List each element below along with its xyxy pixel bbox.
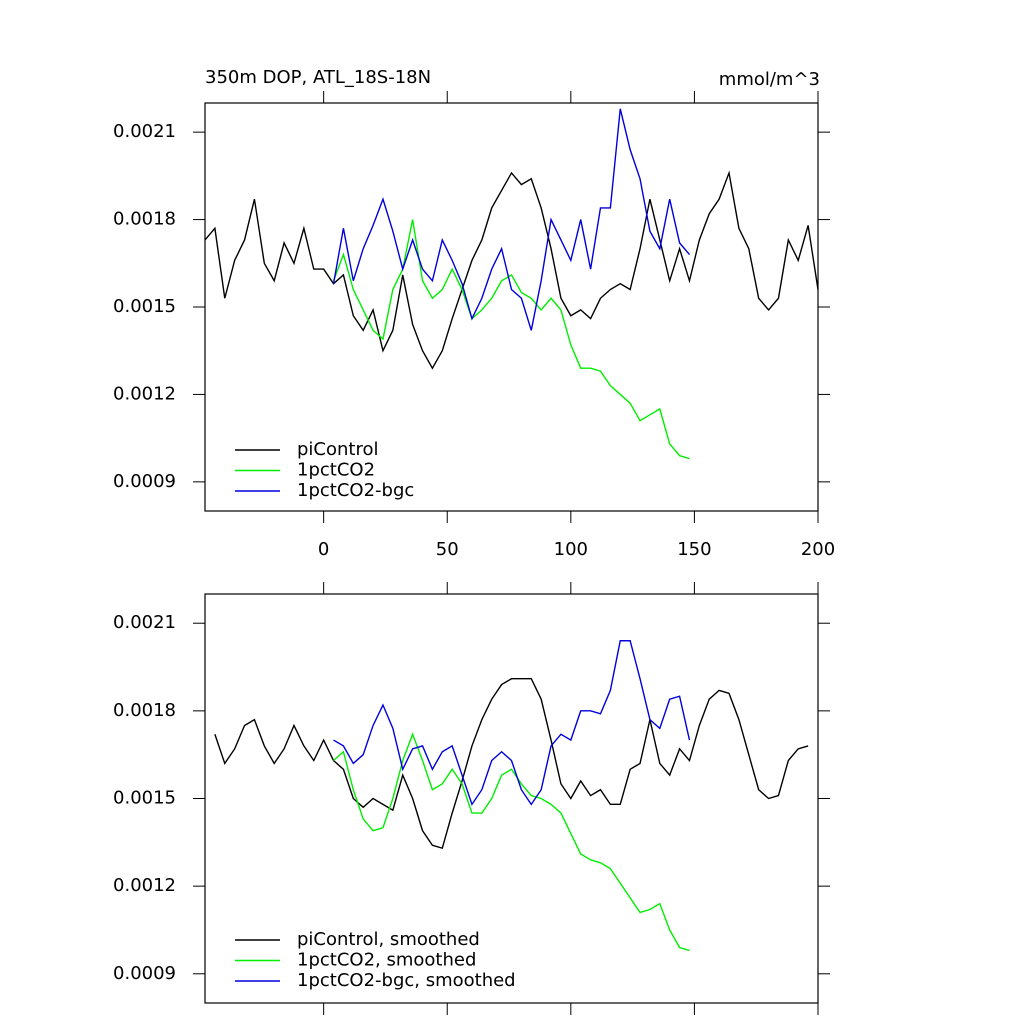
x-tick-label: 200 — [801, 539, 835, 560]
y-tick-label: 0.0012 — [113, 875, 176, 896]
series-line — [333, 732, 690, 952]
legend-label: piControl, smoothed — [297, 929, 480, 950]
y-tick-label: 0.0018 — [113, 700, 176, 721]
y-tick-label: 0.0012 — [113, 383, 176, 404]
x-tick-label: 150 — [677, 539, 711, 560]
x-tick-label: 100 — [554, 539, 588, 560]
series-line — [332, 108, 691, 331]
y-tick-label: 0.0015 — [113, 788, 176, 809]
legend-label: 1pctCO2, smoothed — [297, 950, 476, 971]
units-label: mmol/m^3 — [719, 69, 820, 90]
y-tick-label: 0.0021 — [113, 612, 176, 633]
y-tick-label: 0.0015 — [113, 296, 176, 317]
legend-label: 1pctCO2-bgc, smoothed — [297, 970, 516, 991]
y-tick-label: 0.0009 — [113, 963, 176, 984]
legend-label: 1pctCO2 — [297, 460, 375, 481]
chart-title: 350m DOP, ATL_18S-18N — [205, 67, 431, 88]
y-tick-label: 0.0021 — [113, 121, 176, 142]
y-tick-label: 0.0009 — [113, 471, 176, 492]
series-line — [332, 219, 690, 460]
legend-label: piControl — [297, 439, 379, 460]
series-line — [333, 640, 691, 806]
x-tick-label: 0 — [318, 539, 329, 560]
series-line — [204, 170, 819, 370]
x-tick-label: 50 — [436, 539, 459, 560]
series-line — [214, 678, 809, 850]
y-tick-label: 0.0018 — [113, 209, 176, 230]
legend-label: 1pctCO2-bgc — [297, 480, 414, 501]
